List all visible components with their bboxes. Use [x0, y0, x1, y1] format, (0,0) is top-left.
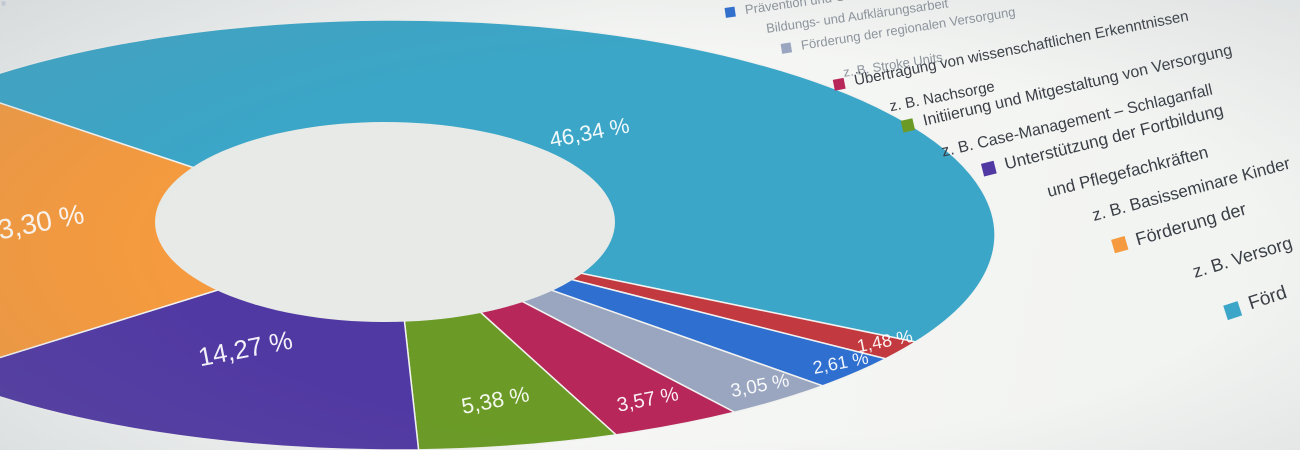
legend-label: z. B. Versorg [1190, 232, 1295, 282]
legend-swatch [1111, 236, 1129, 254]
legend-swatch [1223, 300, 1242, 320]
legend-label: Förd [1245, 282, 1290, 315]
slices-group [0, 19, 996, 450]
legend-swatch [780, 41, 792, 54]
legend-swatch [832, 77, 846, 91]
legend-swatch [724, 6, 736, 18]
donut-hole [155, 122, 615, 322]
legend-swatch [900, 118, 916, 133]
legend-swatch [980, 160, 997, 177]
legend-item: Förd [1222, 282, 1290, 323]
legend-item: z. B. Versorg [1190, 232, 1295, 283]
